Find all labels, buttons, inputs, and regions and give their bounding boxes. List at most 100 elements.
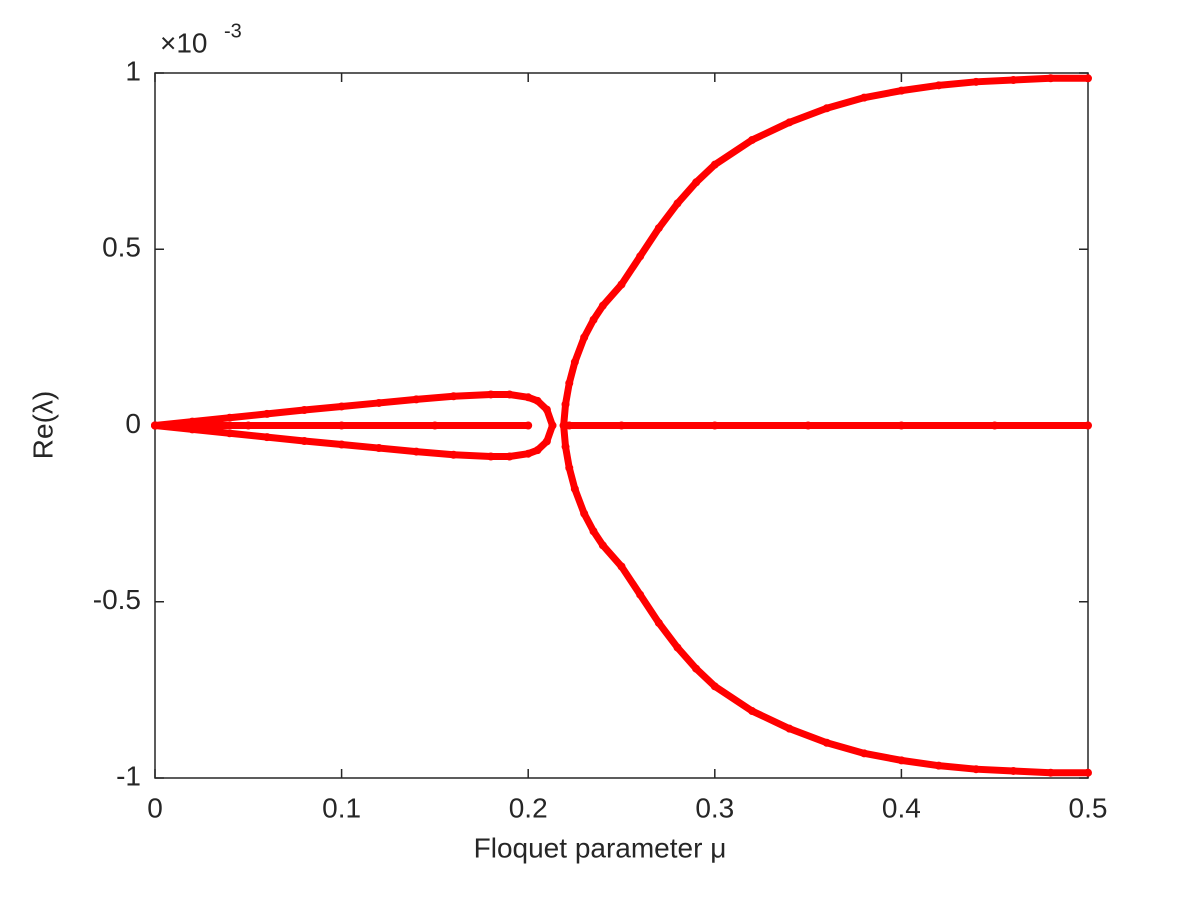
point	[972, 77, 981, 86]
point	[636, 252, 645, 261]
point	[617, 421, 626, 430]
point	[822, 738, 831, 747]
point	[449, 392, 458, 401]
point	[654, 224, 663, 233]
x-tick-label: 0.1	[322, 792, 361, 823]
y-tick-label: -1	[116, 760, 141, 791]
point	[710, 421, 719, 430]
y-tick-label: -0.5	[93, 584, 141, 615]
point	[374, 398, 383, 407]
point-trail	[560, 74, 1092, 429]
point	[300, 437, 309, 446]
point	[1084, 421, 1092, 430]
point	[580, 509, 589, 518]
point	[565, 379, 574, 388]
point	[804, 421, 813, 430]
y-tick-label: 0.5	[102, 232, 141, 263]
point	[580, 333, 589, 342]
point	[673, 643, 682, 652]
point	[486, 390, 495, 399]
point	[337, 421, 346, 430]
point	[748, 707, 757, 716]
point	[412, 447, 421, 456]
y-multiplier: ×10	[160, 27, 208, 58]
point	[524, 421, 533, 430]
point	[565, 463, 574, 472]
point	[337, 440, 346, 449]
point	[505, 390, 514, 399]
point-trail	[151, 422, 556, 461]
point	[300, 405, 309, 414]
point	[692, 178, 701, 187]
point	[617, 562, 626, 571]
point	[934, 81, 943, 90]
point	[589, 527, 598, 536]
point	[897, 421, 906, 430]
point	[430, 421, 439, 430]
point	[262, 433, 271, 442]
point	[548, 421, 557, 430]
point	[151, 421, 159, 430]
y-tick-label: 0	[125, 408, 141, 439]
point	[617, 280, 626, 289]
point	[860, 749, 869, 758]
point	[244, 421, 253, 430]
point	[225, 429, 234, 438]
point	[934, 761, 943, 770]
point	[710, 160, 719, 169]
y-tick-label: 1	[125, 55, 141, 86]
point	[1046, 74, 1055, 83]
x-tick-label: 0.2	[509, 792, 548, 823]
point	[225, 413, 234, 422]
point	[561, 442, 570, 451]
point	[785, 118, 794, 127]
point	[897, 756, 906, 765]
x-axis-label: Floquet parameter μ	[474, 832, 727, 863]
point	[748, 135, 757, 144]
x-tick-label: 0	[147, 792, 163, 823]
point	[570, 358, 579, 367]
point	[860, 93, 869, 102]
point	[1084, 74, 1092, 83]
point	[1009, 76, 1018, 85]
point	[486, 452, 495, 461]
point	[990, 421, 999, 430]
point	[262, 409, 271, 418]
point	[533, 396, 542, 405]
point	[561, 400, 570, 409]
point	[570, 484, 579, 493]
point	[598, 541, 607, 550]
point	[1009, 766, 1018, 775]
point	[337, 402, 346, 411]
point	[785, 724, 794, 733]
point	[374, 444, 383, 453]
point	[598, 301, 607, 310]
point	[412, 395, 421, 404]
point	[524, 449, 533, 458]
point	[589, 315, 598, 324]
point	[673, 199, 682, 208]
y-axis-label: Re(λ)	[27, 391, 58, 459]
point	[897, 86, 906, 95]
point	[449, 450, 458, 459]
point	[636, 590, 645, 599]
x-tick-label: 0.3	[695, 792, 734, 823]
point	[1046, 768, 1055, 777]
point	[710, 682, 719, 691]
point-trail	[151, 390, 556, 429]
point	[1084, 768, 1092, 777]
point	[559, 421, 568, 430]
point	[533, 446, 542, 455]
point	[654, 618, 663, 627]
point	[524, 393, 533, 402]
point	[542, 405, 551, 414]
x-tick-label: 0.4	[882, 792, 921, 823]
x-tick-label: 0.5	[1069, 792, 1108, 823]
point	[542, 437, 551, 446]
point	[972, 765, 981, 774]
y-multiplier-exponent: -3	[224, 20, 242, 42]
point	[505, 452, 514, 461]
point	[692, 664, 701, 673]
